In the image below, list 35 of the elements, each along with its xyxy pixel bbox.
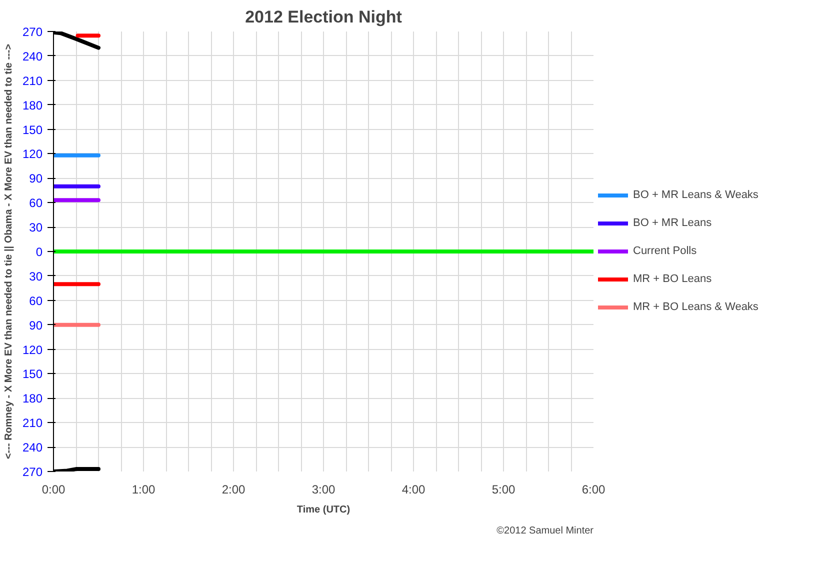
legend-label: BO + MR Leans xyxy=(633,217,712,229)
y-tick-label: 90 xyxy=(29,172,43,186)
y-tick-label: 210 xyxy=(22,74,43,88)
x-tick-label: 4:00 xyxy=(402,482,426,496)
y-tick-label: 120 xyxy=(22,342,43,357)
y-tick-label: 30 xyxy=(29,220,43,235)
chart-title: 2012 Election Night xyxy=(245,8,402,26)
x-tick-label: 3:00 xyxy=(312,482,336,496)
x-tick-label: 5:00 xyxy=(492,482,516,496)
text: ©2012 Samuel Minter xyxy=(496,526,594,536)
y-tick-label: 150 xyxy=(22,367,43,382)
y-tick-label: 0 xyxy=(36,245,43,259)
x-axis-title: Time (UTC) xyxy=(296,504,350,516)
x-tick-label: 2:00 xyxy=(222,482,246,496)
y-tick-label: 90 xyxy=(29,318,43,332)
x-tick-label: 6:00 xyxy=(582,482,606,496)
y-tick-label: 120 xyxy=(22,147,43,162)
y-tick-label: 270 xyxy=(22,465,43,479)
legend-label: MR + BO Leans xyxy=(633,273,712,285)
x-tick-label: 1:00 xyxy=(132,482,156,496)
legend-label: BO + MR Leans & Weaks xyxy=(633,189,758,201)
legend-label: MR + BO Leans & Weaks xyxy=(633,301,758,313)
y-tick-label: 210 xyxy=(22,416,43,430)
y-tick-label: 270 xyxy=(22,25,43,39)
legend-label: Current Polls xyxy=(633,245,697,257)
y-tick-label: 150 xyxy=(22,122,43,137)
y-tick-label: 30 xyxy=(29,269,43,284)
y-axis-title: <--- Romney - X More EV than needed to tie || Obama - X More EV than needed to tie ---> xyxy=(3,44,14,460)
y-tick-label: 240 xyxy=(22,440,43,455)
y-tick-label: 240 xyxy=(22,49,43,64)
y-tick-label: 180 xyxy=(22,392,43,406)
x-tick-label: 0:00 xyxy=(42,482,66,496)
y-tick-label: 60 xyxy=(29,196,43,210)
y-tick-label: 60 xyxy=(29,294,43,308)
y-tick-label: 180 xyxy=(22,98,43,112)
